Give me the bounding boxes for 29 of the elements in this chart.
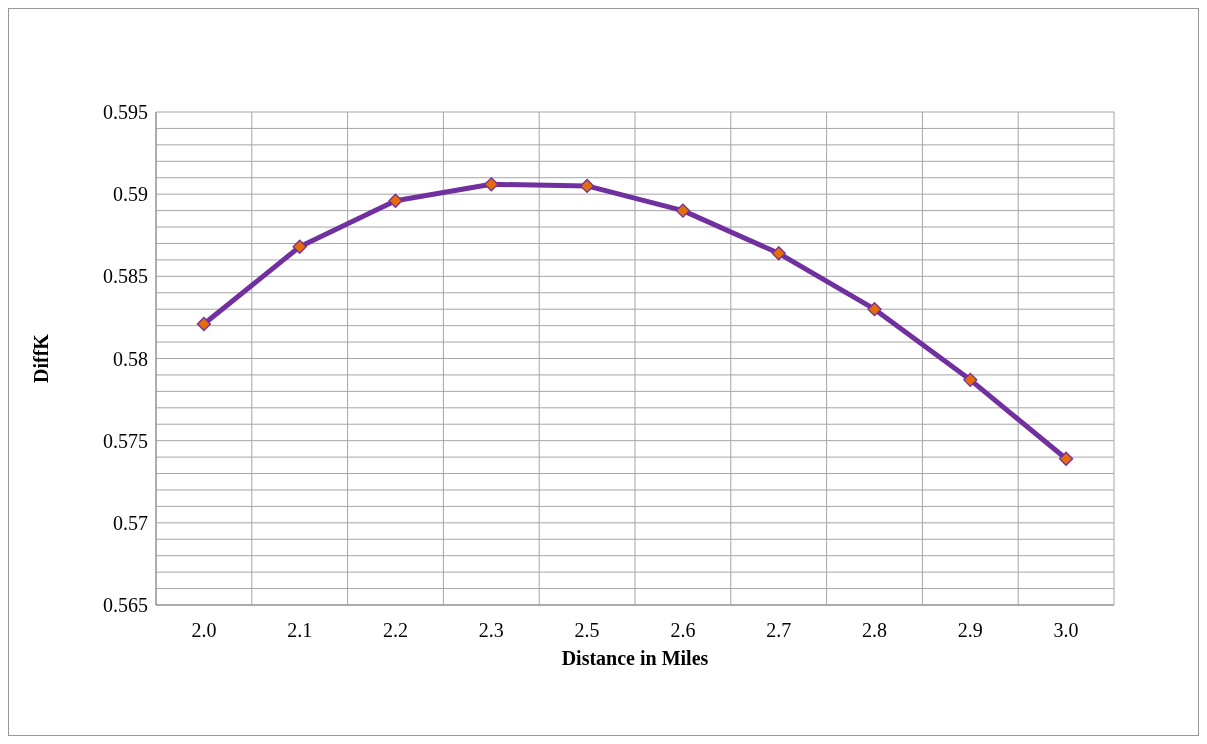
x-axis-title: Distance in Miles <box>561 647 709 669</box>
point <box>1058 451 1074 466</box>
x-tick-label: 2.5 <box>574 619 600 642</box>
point <box>484 177 499 192</box>
x-tick-label: 2.0 <box>191 619 217 642</box>
y-tick-label: 0.59 <box>113 183 148 206</box>
point <box>675 203 691 218</box>
point <box>292 239 307 254</box>
x-tick-label: 3.0 <box>1053 619 1079 642</box>
point <box>579 178 595 194</box>
x-tick-label: 2.7 <box>766 619 792 642</box>
y-tick-label: 0.565 <box>103 594 148 617</box>
y-tick-label: 0.585 <box>103 265 148 288</box>
point <box>867 302 882 317</box>
point <box>196 316 212 332</box>
x-tick-label: 2.3 <box>478 619 504 642</box>
y-tick-label: 0.58 <box>113 347 148 370</box>
x-tick-label: 2.9 <box>957 619 983 642</box>
point <box>388 193 403 208</box>
x-tick-label: 2.6 <box>670 619 696 642</box>
y-tick-label: 0.575 <box>103 429 148 452</box>
point <box>963 372 978 388</box>
x-tick-label: 2.1 <box>287 619 313 642</box>
x-tick-label: 2.8 <box>862 619 887 642</box>
x-tick-label: 2.2 <box>383 619 408 642</box>
y-tick-label: 0.57 <box>113 511 148 534</box>
point <box>771 246 786 261</box>
y-tick-label: 0.595 <box>103 101 148 124</box>
y-axis-title: DiffK <box>30 333 53 383</box>
